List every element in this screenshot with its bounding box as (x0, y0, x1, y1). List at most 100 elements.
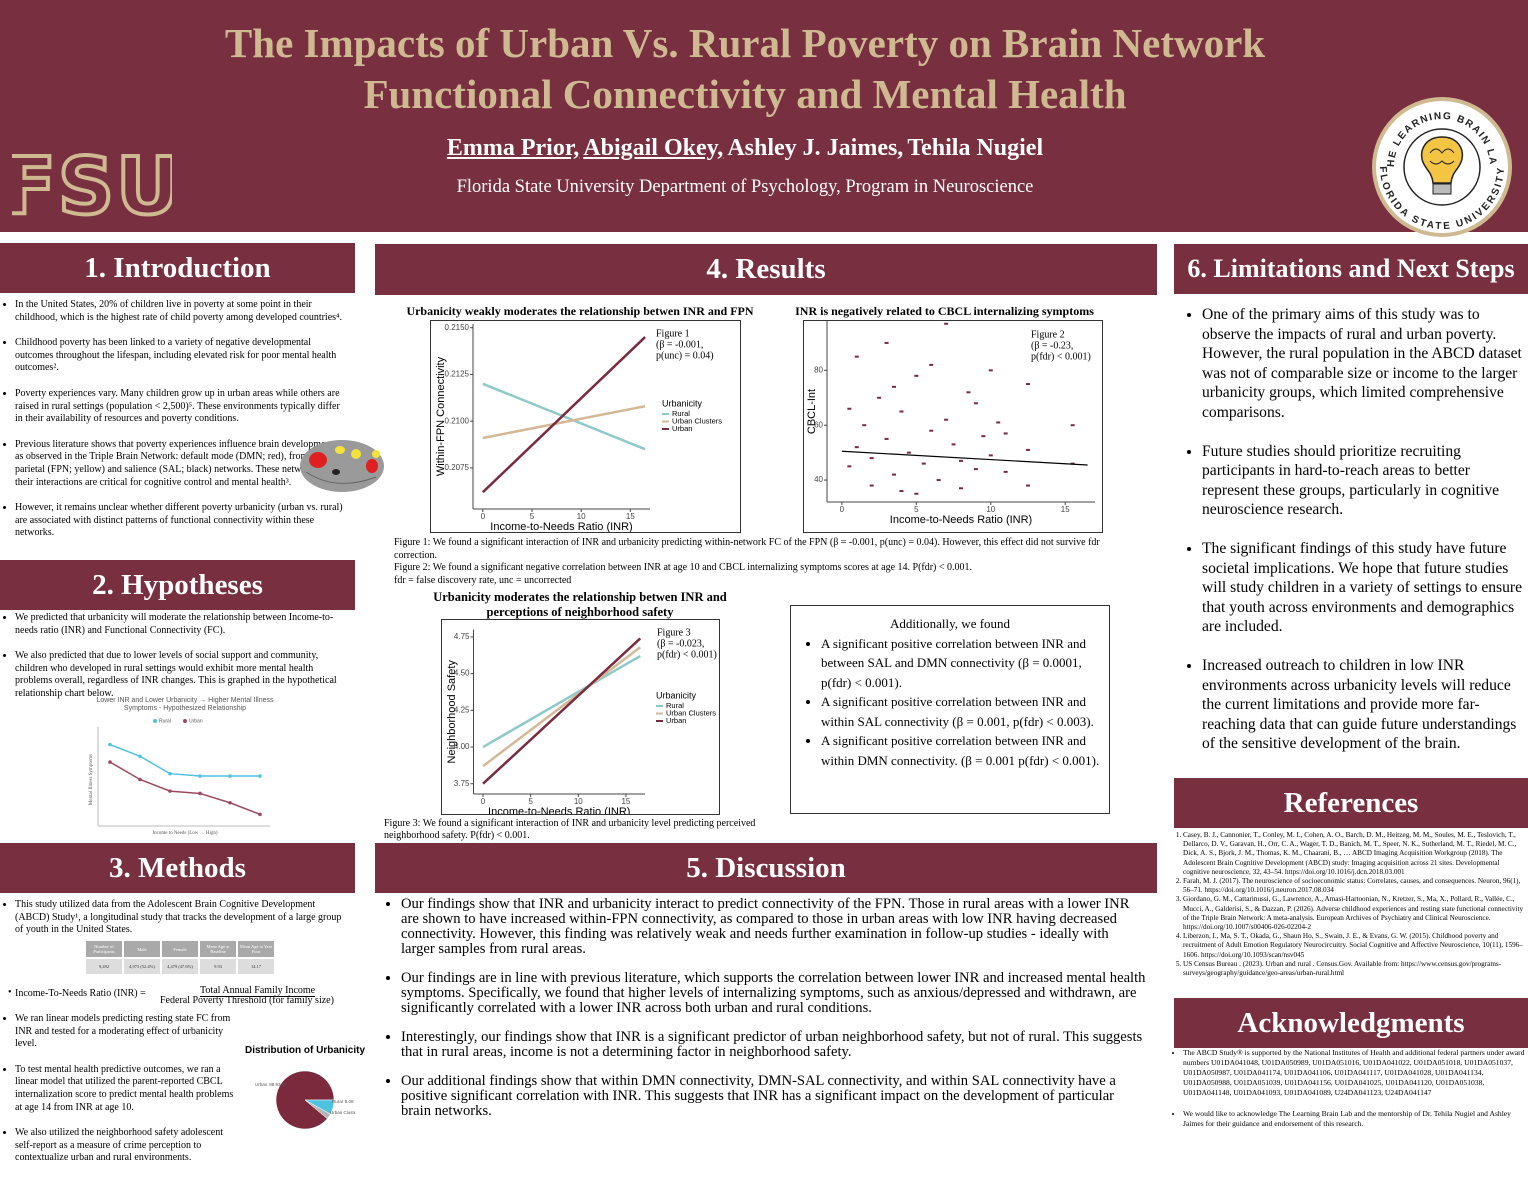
table-header: Male (124, 941, 160, 957)
dmn-blob (366, 459, 378, 473)
legend-swatch (153, 719, 157, 723)
table-header: Female (162, 941, 198, 957)
point (973, 468, 978, 471)
marker (228, 800, 232, 805)
pie-slice (304, 1099, 331, 1119)
point (892, 473, 896, 476)
point (1026, 484, 1030, 487)
chart-title: Urbanicity weakly moderates the relation… (406, 304, 754, 318)
annotation: (β = -0.001, (656, 339, 703, 350)
y-tick-label: 60 (814, 420, 823, 429)
x-axis-label: Income-to-Needs Ratio (INR) (890, 514, 1032, 526)
marker (138, 754, 142, 759)
bullet: Our findings are in line with previous l… (401, 971, 1146, 1016)
point (944, 322, 949, 325)
section-header: 2. Hypotheses (0, 560, 355, 610)
reference: Casey, B. J., Cannonier, T., Conley, M. … (1183, 831, 1528, 877)
bullet: Interestingly, our findings show that IN… (401, 1030, 1146, 1060)
section-header: Acknowledgments (1174, 998, 1528, 1048)
legend-label: Rural (666, 701, 684, 710)
section-header: 5. Discussion (375, 843, 1157, 893)
series-line (481, 336, 646, 494)
x-tick-label: 5 (528, 797, 533, 806)
slice-label: Urban Clusters3 % (330, 1110, 355, 1115)
bullet: We predicted that urbanicity will modera… (15, 612, 345, 637)
point (921, 462, 926, 465)
bullet: Increased outreach to children in low IN… (1202, 656, 1524, 754)
y-tick-label: 3.75 (454, 779, 470, 788)
bulb-base (1432, 183, 1452, 195)
box-heading: Additionally, we found (889, 616, 1011, 631)
additional-list: A significant positive correlation betwe… (791, 634, 1109, 771)
point (854, 355, 859, 358)
y-tick-label: 0.2125 (445, 370, 470, 379)
slice-name: Urban Clusters (330, 1110, 355, 1115)
point (1070, 424, 1075, 427)
fpn-blob (372, 450, 380, 458)
legend-label: Rural (159, 718, 171, 724)
x-tick-label: 0 (840, 505, 845, 514)
lab-logo: THE LEARNING BRAIN LAB FLORIDA STATE UNI… (1370, 95, 1512, 237)
point (914, 492, 919, 495)
y-tick-label: 4.75 (454, 632, 470, 641)
caption: Figure 1: We found a significant interac… (394, 537, 1100, 561)
bullet: Future studies should prioritize recruit… (1202, 442, 1524, 520)
author: Tehila Nugiel (907, 135, 1044, 161)
bullet: Our findings show that INR and urbanicit… (401, 897, 1146, 957)
author: Emma Prior, (446, 135, 580, 161)
annotation: (β = -0.023, (657, 638, 704, 649)
caption: fdr = false discovery rate, unc = uncorr… (394, 574, 572, 586)
point (936, 479, 941, 482)
bullet: Previous literature shows that poverty e… (15, 439, 345, 489)
point (959, 487, 963, 490)
reference-list: Casey, B. J., Cannonier, T., Conley, M. … (1174, 831, 1528, 978)
table-header: Mean Age at Year Four (238, 941, 274, 957)
brain-lines (1429, 148, 1455, 165)
point (959, 459, 963, 462)
slice-value: 88.93 % (269, 1082, 286, 1087)
reference: Giordano, G. M., Cattarinussi, G., Lawre… (1183, 895, 1528, 932)
bullet: We also utilized the neighborhood safety… (15, 1127, 240, 1165)
table-cell: 14.17 (238, 959, 274, 974)
y-tick-label: 4.00 (454, 742, 470, 751)
figure-2: 40 60 80 0 5 10 15 Income-to-Needs Ratio (INR) C… (803, 320, 1103, 533)
x-tick-label: 10 (577, 512, 586, 521)
captions: Figure 1: We found a significant interac… (394, 537, 1139, 587)
point (988, 454, 993, 457)
point (892, 385, 896, 388)
annotation: (β = -0.23, (1031, 340, 1073, 351)
methods-intro: This study utilized data from the Adoles… (0, 899, 345, 950)
marker (168, 771, 172, 776)
point (1003, 432, 1008, 435)
discussion-list: Our findings show that INR and urbanicit… (386, 897, 1146, 1133)
figure-3: 3.75 4.00 4.25 4.50 4.75 0 5 10 15Income-to-Need… (441, 619, 720, 815)
reference: US Census Bureau . (2023). Urban and rur… (1183, 960, 1528, 978)
x-axis-label: Income-to-Needs Ratio (INR) (490, 521, 632, 533)
dmn-blob (309, 452, 327, 468)
denominator: Federal Poverty Threshold (for family si… (160, 995, 334, 1006)
chart-title: Lower INR and Lower Urbanicity → Higher … (96, 697, 274, 712)
marker (198, 774, 202, 778)
section-header: 4. Results (375, 244, 1157, 295)
acknowledgment: We would like to acknowledge The Learnin… (1183, 1109, 1528, 1129)
section-header: 6. Limitations and Next Steps (1174, 244, 1528, 294)
series-line (482, 382, 646, 451)
legend-label: Urban Clusters (672, 416, 722, 425)
legend-label: Urban (672, 424, 692, 433)
caption: Figure 2: We found a significant negativ… (394, 562, 973, 573)
table-cell: 9,492 (86, 959, 122, 974)
bullet: We also predicted that due to lower leve… (15, 650, 345, 700)
bullet: A significant positive correlation betwe… (821, 731, 1109, 770)
annotation: Figure 1 (656, 328, 690, 339)
point (1026, 383, 1030, 386)
point (929, 429, 934, 432)
point (862, 424, 867, 427)
limitations-list: One of the primary aims of this study wa… (1174, 305, 1524, 773)
poster-title: The Impacts of Urban Vs. Rural Poverty o… (224, 20, 1266, 117)
marker (108, 742, 112, 747)
y-tick-label: 0.2100 (445, 416, 470, 425)
point (1026, 448, 1030, 451)
x-tick-label: 5 (530, 512, 535, 521)
